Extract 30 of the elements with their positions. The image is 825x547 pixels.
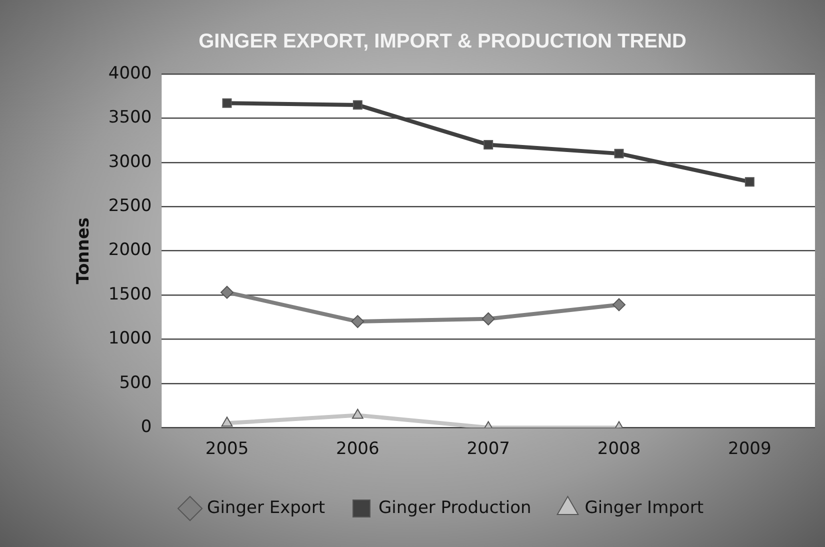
- point: [612, 298, 626, 312]
- point: [352, 408, 364, 419]
- point: [352, 100, 362, 110]
- y-tick-label: 2500: [108, 196, 152, 216]
- point: [614, 148, 624, 158]
- x-tick-label: 2008: [597, 439, 641, 460]
- point: [351, 315, 364, 328]
- legend-label: Ginger Production: [378, 498, 532, 518]
- y-tick-label: 4000: [108, 63, 152, 84]
- y-tick-label: 3500: [108, 108, 152, 128]
- y-tick-label: 2000: [108, 240, 152, 260]
- point: [221, 416, 233, 427]
- legend-label: Ginger Export: [207, 498, 326, 518]
- point: [744, 177, 754, 187]
- legend-label: Ginger Import: [584, 498, 704, 518]
- point: [220, 286, 234, 299]
- y-tick-label: 3000: [108, 152, 152, 172]
- y-tick-label: 500: [119, 372, 152, 393]
- x-tick-label: 2006: [336, 439, 380, 460]
- chart-title: GINGER EXPORT, IMPORT & PRODUCTION TREND: [198, 30, 686, 53]
- y-tick-label: 0: [140, 417, 152, 438]
- x-tick-label: 2007: [466, 439, 510, 460]
- y-tick-label: 1500: [108, 284, 152, 304]
- x-tick-label: 2009: [728, 439, 772, 460]
- x-tick-label: 2005: [205, 439, 249, 460]
- y-tick-label: 1000: [108, 328, 152, 349]
- point: [484, 140, 494, 150]
- point: [482, 312, 495, 326]
- point: [222, 98, 232, 108]
- y-axis-title: Tonnes: [74, 217, 94, 284]
